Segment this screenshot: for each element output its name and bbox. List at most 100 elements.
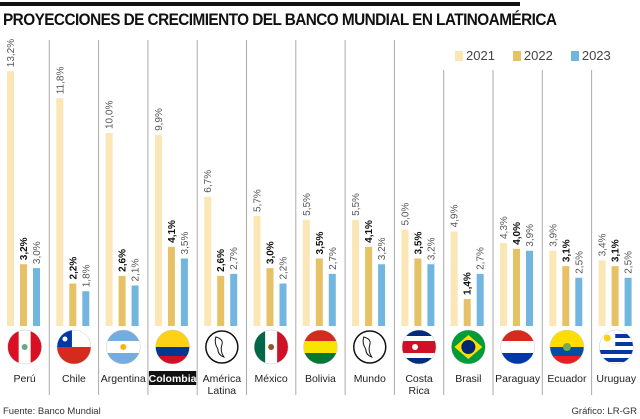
flag-icon bbox=[155, 329, 190, 365]
bar-2023 bbox=[575, 277, 583, 326]
data-label: 2,6% bbox=[118, 249, 129, 272]
data-label: 2,5% bbox=[574, 251, 585, 274]
flag-icon bbox=[253, 329, 289, 365]
data-label: 9,9% bbox=[154, 108, 165, 131]
data-label: 1,4% bbox=[463, 272, 474, 295]
bar-2023 bbox=[230, 273, 238, 326]
data-label: 4,1% bbox=[364, 220, 375, 243]
data-label: 3,5% bbox=[315, 232, 326, 255]
highlight-box bbox=[148, 371, 197, 385]
data-label: 5,7% bbox=[253, 189, 264, 212]
bar-2021 bbox=[302, 219, 310, 326]
legend-label: 2021 bbox=[466, 48, 495, 63]
data-label: 5,0% bbox=[400, 203, 411, 226]
data-label: 2,7% bbox=[476, 247, 487, 270]
legend: 2021 2022 2023 bbox=[455, 48, 611, 63]
category-label: Perú bbox=[14, 373, 36, 385]
category-label: Bolivia bbox=[305, 373, 336, 385]
data-label: 3,2% bbox=[426, 237, 437, 260]
category-label: Colombia bbox=[149, 373, 197, 385]
legend-swatch bbox=[570, 51, 579, 61]
flag-icon bbox=[451, 329, 486, 365]
category-label: México bbox=[255, 373, 288, 385]
bar-2023 bbox=[476, 273, 484, 326]
bar-2022 bbox=[463, 298, 471, 326]
category-label: Latina bbox=[208, 385, 237, 397]
bar-2023 bbox=[427, 264, 435, 326]
flag-icon bbox=[353, 330, 387, 364]
data-label: 2,6% bbox=[216, 249, 227, 272]
data-label: 6,7% bbox=[203, 170, 214, 193]
data-label: 2,2% bbox=[279, 257, 290, 280]
data-label: 2,7% bbox=[328, 247, 339, 270]
flag-icon bbox=[401, 329, 437, 365]
bar-2021 bbox=[450, 231, 458, 326]
bar-2021 bbox=[500, 243, 507, 326]
data-label: 3,0% bbox=[266, 241, 277, 264]
bar-2023 bbox=[328, 273, 336, 326]
data-label: 2,2% bbox=[68, 257, 79, 280]
category-label: Uruguay bbox=[596, 373, 636, 385]
data-label: 3,9% bbox=[548, 224, 559, 247]
credit-note: Gráfico: LR-GR bbox=[571, 406, 637, 417]
flag-icon bbox=[205, 330, 239, 364]
bar-2023 bbox=[82, 291, 90, 326]
flag-icon bbox=[7, 329, 42, 365]
bar-2021 bbox=[352, 219, 360, 326]
flag-icon bbox=[549, 329, 585, 365]
legend-label: 2022 bbox=[523, 48, 553, 63]
data-label: 3,9% bbox=[525, 224, 536, 247]
bar-2021 bbox=[598, 260, 606, 326]
data-label: 2,5% bbox=[624, 251, 635, 274]
category-label: Chile bbox=[62, 373, 86, 385]
bar-2021 bbox=[401, 229, 409, 326]
category-label: América bbox=[203, 373, 242, 385]
data-label: 5,5% bbox=[302, 193, 313, 216]
bar-2022 bbox=[611, 266, 619, 326]
legend-swatch bbox=[512, 51, 521, 61]
category-label: Brasil bbox=[455, 373, 481, 385]
data-label: 3,1% bbox=[611, 239, 622, 262]
legend-item-2023: 2023 bbox=[570, 48, 611, 63]
flag-icon bbox=[303, 329, 338, 365]
data-label: 3,4% bbox=[598, 233, 609, 256]
data-label: 10,0% bbox=[105, 101, 116, 129]
bar-2023 bbox=[180, 258, 188, 326]
category-label: Ecuador bbox=[547, 373, 587, 385]
category-label: Paraguay bbox=[495, 373, 541, 385]
bar-2023 bbox=[624, 277, 632, 326]
category-label: Rica bbox=[409, 385, 430, 397]
bar-2022 bbox=[315, 258, 323, 326]
bar-2023 bbox=[279, 283, 287, 326]
bar-2022 bbox=[118, 275, 126, 326]
bar-2022 bbox=[562, 266, 570, 326]
bar-2022 bbox=[20, 264, 27, 326]
data-label: 1,8% bbox=[81, 264, 92, 287]
data-label: 2,7% bbox=[229, 247, 240, 270]
data-label: 3,2% bbox=[19, 237, 30, 260]
bar-2022 bbox=[217, 275, 225, 326]
bar-2021 bbox=[549, 250, 557, 326]
legend-swatch bbox=[455, 51, 463, 61]
bar-2022 bbox=[365, 246, 373, 326]
bar-2023 bbox=[33, 268, 40, 326]
chart-title: PROYECCIONES DE CRECIMIENTO DEL BANCO MU… bbox=[3, 11, 557, 29]
category-label: Argentina bbox=[101, 373, 146, 385]
data-label: 3,5% bbox=[413, 232, 424, 255]
bar-2021 bbox=[204, 196, 212, 326]
bar-2023 bbox=[526, 250, 533, 326]
data-label: 2,1% bbox=[131, 259, 142, 282]
flag-icon bbox=[106, 329, 141, 365]
bar-2022 bbox=[513, 248, 520, 326]
bar-2021 bbox=[56, 98, 64, 326]
bar-2021 bbox=[105, 133, 113, 326]
data-label: 4,0% bbox=[512, 222, 523, 245]
legend-label: 2023 bbox=[581, 48, 611, 63]
bar-2022 bbox=[167, 246, 175, 326]
data-label: 13,2% bbox=[6, 39, 17, 67]
data-label: 3,5% bbox=[180, 232, 191, 255]
data-label: 4,3% bbox=[499, 216, 510, 239]
bar-2023 bbox=[378, 264, 386, 326]
flag-icon bbox=[599, 329, 634, 365]
